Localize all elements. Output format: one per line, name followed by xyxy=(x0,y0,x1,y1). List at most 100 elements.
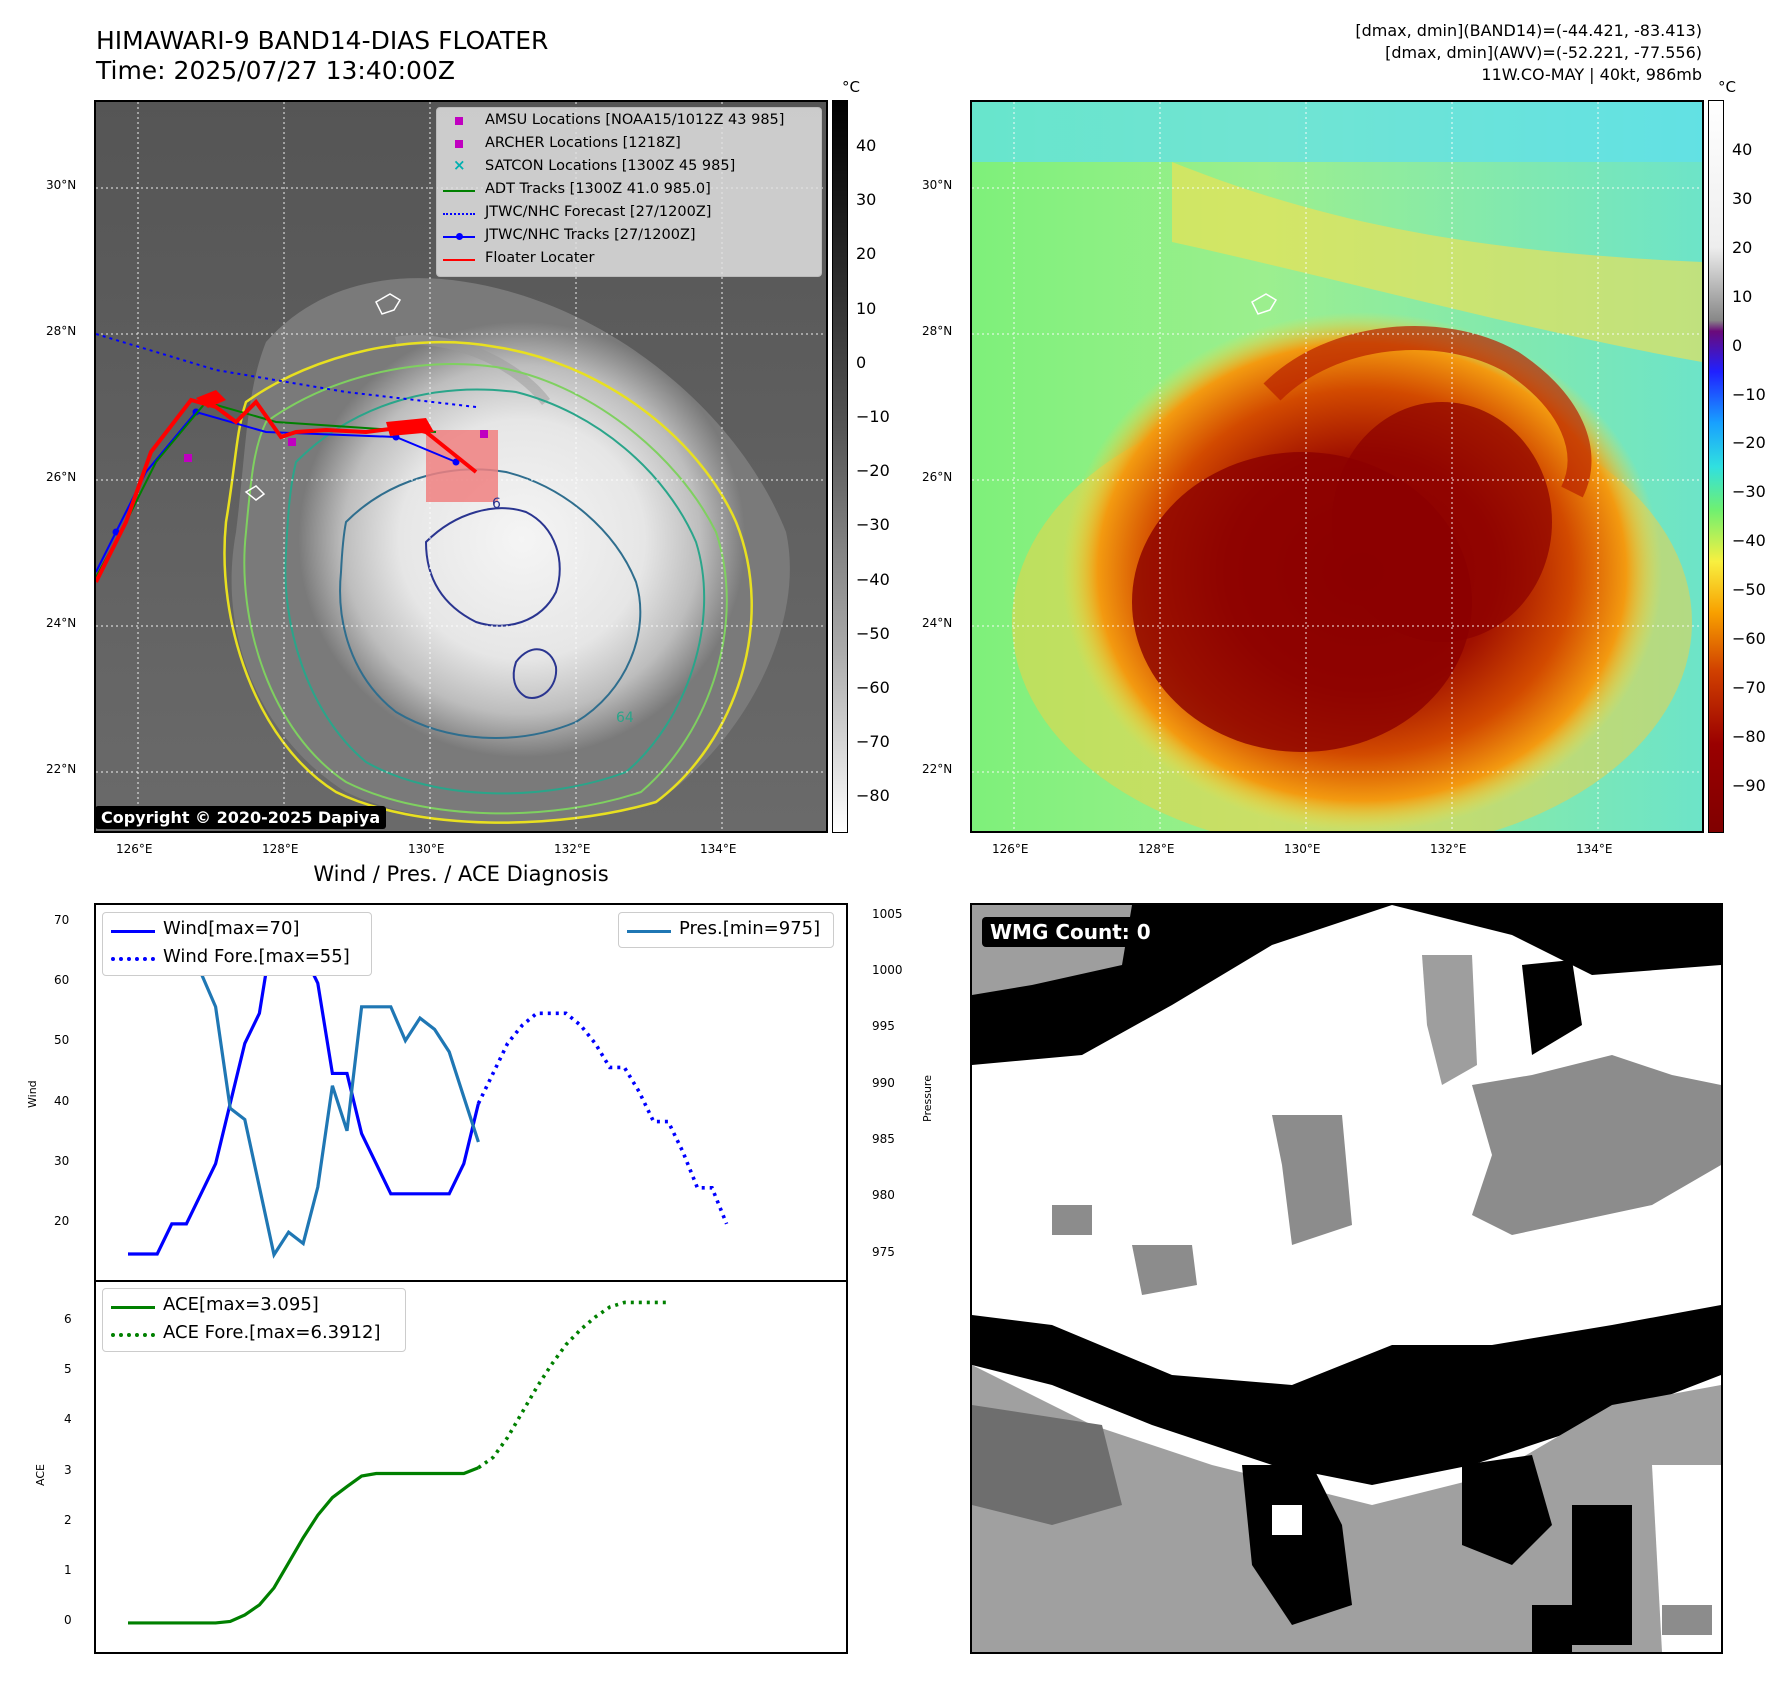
wmg-panel xyxy=(970,903,1723,1654)
pressure-tick-label: 975 xyxy=(872,1244,895,1259)
colorbar-tick: 40 xyxy=(856,136,877,155)
colorbar-tick: −80 xyxy=(856,786,890,806)
enhanced-ir-map-panel xyxy=(970,100,1704,833)
colorbar-tick: 30 xyxy=(856,190,877,210)
wmg-count-badge: WMG Count: 0 xyxy=(982,917,1159,947)
colorbar-tick: −30 xyxy=(1732,482,1766,502)
ace-line xyxy=(128,1466,479,1625)
ace-tick-label: 3 xyxy=(64,1462,72,1477)
blue-dot-icon xyxy=(456,233,463,240)
contour-label: 64 xyxy=(616,710,634,726)
figure-time: Time: 2025/07/27 13:40:00Z xyxy=(96,56,455,85)
wmg-image xyxy=(972,905,1721,1652)
ace-tick-label: 5 xyxy=(64,1362,72,1377)
info-awv-range: [dmax, dmin](AWV)=(-52.221, -77.556) xyxy=(1385,43,1702,62)
blue-line-icon xyxy=(111,930,155,933)
figure-title: HIMAWARI-9 BAND14-DIAS FLOATER xyxy=(96,26,549,55)
colorbar-tick: −10 xyxy=(1732,384,1766,404)
wind-tick-label: 30 xyxy=(54,1153,70,1168)
pressure-tick-label: 995 xyxy=(872,1019,895,1034)
colorbar-tick: 0 xyxy=(1732,335,1743,355)
magenta-square-icon xyxy=(455,117,463,125)
colorbar-tick: 10 xyxy=(856,298,877,318)
lat-label: 24°N xyxy=(46,616,77,630)
colorbar-tick: 0 xyxy=(856,352,867,372)
colorbar-gray-unit: °C xyxy=(842,78,860,96)
red-line-icon xyxy=(443,259,475,261)
lat-label: 28°N xyxy=(922,324,953,338)
pressure-tick-label: 985 xyxy=(872,1132,895,1147)
lon-label: 134°E xyxy=(700,842,737,856)
lon-label: 128°E xyxy=(1138,842,1175,856)
lon-label: 134°E xyxy=(1576,842,1613,856)
ace-tick-label: 1 xyxy=(64,1562,72,1577)
ace-tick-label: 0 xyxy=(64,1612,72,1627)
colorbar-tick: −70 xyxy=(856,732,890,752)
colorbar-tick: 30 xyxy=(1732,188,1753,208)
lat-label: 22°N xyxy=(46,762,77,776)
colorbar-color-unit: °C xyxy=(1718,78,1736,96)
info-band14-range: [dmax, dmin](BAND14)=(-44.421, -83.413) xyxy=(1355,21,1702,40)
colorbar-tick: −60 xyxy=(856,678,890,697)
diagnosis-title: Wind / Pres. / ACE Diagnosis xyxy=(313,862,609,886)
colorbar-tick: −70 xyxy=(1732,677,1766,697)
lon-label: 132°E xyxy=(554,842,591,856)
lon-label: 126°E xyxy=(116,842,153,856)
magenta-square-icon xyxy=(455,140,463,148)
pressure-axis-label: Pressure xyxy=(921,1075,934,1122)
colorbar-gray xyxy=(832,100,848,833)
colorbar-color xyxy=(1708,100,1724,833)
wind-tick-label: 50 xyxy=(54,1033,70,1048)
lat-label: 26°N xyxy=(922,470,953,484)
lon-label: 128°E xyxy=(262,842,299,856)
wind-forecast-line xyxy=(476,1011,729,1225)
colorbar-tick: −40 xyxy=(1732,531,1766,551)
ace-tick-label: 6 xyxy=(64,1312,72,1327)
colorbar-tick: −10 xyxy=(856,407,890,426)
colorbar-tick: −60 xyxy=(1732,629,1766,648)
colorbar-tick: −20 xyxy=(1732,433,1766,453)
wind-legend: Wind[max=70] Wind Fore.[max=55] xyxy=(102,912,372,976)
colorbar-tick: 20 xyxy=(856,244,877,264)
ace-axis-label: ACE xyxy=(34,1464,47,1486)
colorbar-tick: 10 xyxy=(1732,286,1753,306)
colorbar-tick: 40 xyxy=(1732,140,1753,159)
green-line-icon xyxy=(443,190,475,192)
lon-label: 130°E xyxy=(1284,842,1321,856)
colorbar-tick: −50 xyxy=(1732,580,1766,600)
lat-label: 26°N xyxy=(46,470,77,484)
colorbar-tick: 20 xyxy=(1732,237,1753,257)
lat-label: 28°N xyxy=(46,324,77,338)
ace-forecast-line xyxy=(477,1300,669,1470)
ace-tick-label: 4 xyxy=(64,1412,72,1427)
wind-tick-label: 20 xyxy=(54,1213,70,1228)
lon-label: 130°E xyxy=(408,842,445,856)
green-dotted-line-icon xyxy=(111,1333,155,1337)
colorbar-tick: −90 xyxy=(1732,775,1766,795)
colorbar-tick: −40 xyxy=(856,569,890,589)
pressure-tick-label: 1000 xyxy=(872,962,903,977)
colorbar-tick: −30 xyxy=(856,515,890,535)
colorbar-tick: −80 xyxy=(1732,726,1766,746)
svg-text:6: 6 xyxy=(492,496,501,512)
blue-dotted-line-icon xyxy=(443,213,475,215)
lon-label: 132°E xyxy=(1430,842,1467,856)
lat-label: 24°N xyxy=(922,616,953,630)
wind-axis-label: Wind xyxy=(26,1080,39,1108)
map-legend: AMSU Locations [NOAA15/1012Z 43 985] ARC… xyxy=(436,107,822,277)
colorbar-tick: −50 xyxy=(856,623,890,643)
steel-blue-line-icon xyxy=(627,930,671,933)
blue-dotted-line-icon xyxy=(111,957,155,961)
copyright-badge: Copyright © 2020-2025 Dapiya xyxy=(95,806,387,829)
ace-legend: ACE[max=3.095] ACE Fore.[max=6.3912] xyxy=(102,1288,406,1352)
pressure-tick-label: 980 xyxy=(872,1188,895,1203)
enhanced-ir-map-image xyxy=(972,102,1702,831)
wind-tick-label: 60 xyxy=(54,973,70,988)
green-line-icon xyxy=(111,1306,155,1309)
cyan-x-icon: × xyxy=(453,156,466,174)
colorbar-tick: −20 xyxy=(856,461,890,481)
lat-label: 22°N xyxy=(922,762,953,776)
lat-label: 30°N xyxy=(46,178,77,192)
pressure-tick-label: 990 xyxy=(872,1075,895,1090)
wind-tick-label: 70 xyxy=(54,913,70,928)
